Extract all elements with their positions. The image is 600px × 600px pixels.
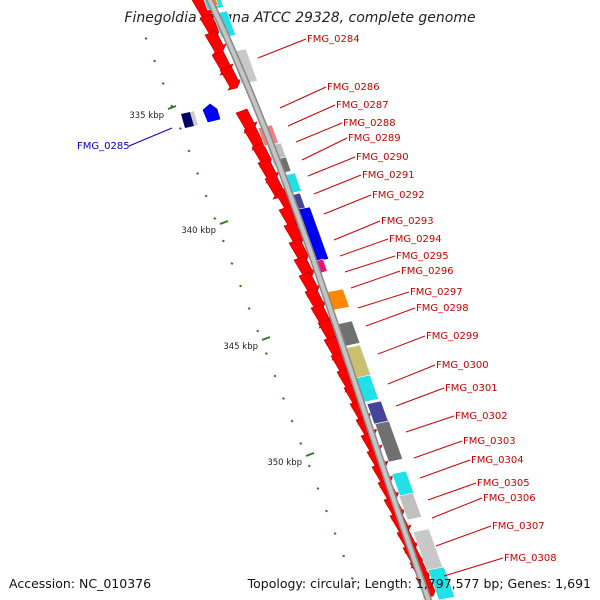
label-connector (301, 137, 348, 161)
ruler-label: 340 kbp (181, 226, 216, 236)
label-connector (350, 270, 401, 289)
gene-label: FMG_0298 (416, 303, 469, 314)
label-connector (257, 38, 307, 59)
reverse-gene-block (190, 111, 198, 126)
ruler-dots (144, 37, 354, 580)
ruler-dot (161, 82, 165, 85)
gene-label: FMG_0301 (445, 383, 498, 394)
label-connector (128, 127, 173, 147)
annotation-block (427, 566, 456, 600)
ruler-dot (299, 442, 303, 445)
gene-label: FMG_0305 (477, 478, 530, 489)
label-connector (413, 440, 463, 459)
label-connector (339, 238, 389, 257)
label-connector (377, 335, 426, 355)
ruler-dot (221, 239, 225, 243)
ruler-dot (256, 329, 260, 333)
ruler-label: 350 kbp (267, 458, 302, 468)
ruler-dot (178, 127, 182, 130)
ruler-label: 345 kbp (223, 342, 258, 352)
label-connector (323, 194, 372, 215)
label-connector (357, 291, 410, 309)
label-connector (427, 482, 477, 501)
gene-label: FMG_0297 (410, 287, 463, 298)
ruler-dot (333, 532, 337, 535)
label-connector (395, 387, 445, 407)
ruler-tick (305, 452, 315, 457)
gene-label: FMG_0302 (455, 411, 508, 422)
gene-label: FMG_0289 (348, 133, 401, 144)
annotation-block (374, 420, 404, 463)
ruler-dot (213, 217, 217, 220)
ruler-dot (196, 172, 200, 175)
label-connector (387, 364, 436, 385)
reverse-gene-track (181, 103, 221, 128)
ruler-tick (219, 220, 229, 225)
ruler-dot (153, 59, 157, 63)
gene-label: FMG_0286 (327, 82, 380, 93)
gene-label: FMG_0296 (401, 266, 454, 277)
label-connector (419, 459, 471, 479)
ruler-dot (290, 419, 294, 423)
accession-label: Accession: NC_010376 (9, 576, 152, 591)
gene-labels: FMG_0284 FMG_0285 FMG_0286 FMG_0287 FMG_0288… (77, 34, 557, 577)
gene-label: FMG_0304 (471, 455, 524, 466)
ruler-label: 335 kbp (129, 111, 164, 121)
gene-label: FMG_0306 (483, 493, 536, 504)
gene-label: FMG_0294 (389, 234, 442, 245)
annotation-block (398, 492, 423, 521)
gene-label: FMG_0290 (356, 152, 409, 163)
ruler-ticks: 335 kbp 340 kbp 345 kbp 350 kbp (129, 105, 315, 468)
genome-summary: Topology: circular; Length: 1,797,577 bp… (247, 576, 591, 591)
gene-label: FMG_0287 (336, 100, 389, 111)
ruler-dot (187, 149, 191, 153)
gene-label: FMG_0293 (381, 216, 434, 227)
ruler-dot (350, 577, 354, 580)
ruler-dot (144, 37, 148, 40)
label-connector (333, 220, 381, 241)
gene-label: FMG_0300 (436, 360, 489, 371)
label-connector (443, 557, 504, 577)
gene-label: FMG_0307 (492, 521, 545, 532)
label-connector (431, 497, 483, 519)
gene-label: FMG_0284 (307, 34, 360, 45)
forward-gene-arrow (219, 65, 242, 91)
label-connector (307, 156, 356, 177)
ruler-dot (204, 194, 208, 198)
reverse-gene-block (181, 112, 194, 128)
gene-label: FMG_0285 (77, 141, 130, 152)
ruler-tick (261, 336, 271, 341)
ruler-dot (282, 397, 285, 400)
gene-label: FMG_0299 (426, 331, 479, 342)
ruler-dot (342, 554, 346, 558)
ruler-dot (230, 262, 234, 265)
label-connector (295, 122, 343, 143)
gene-label: FMG_0295 (396, 251, 449, 262)
label-connector (344, 255, 396, 273)
label-connector (279, 86, 327, 109)
label-connector (287, 104, 336, 127)
label-connector (405, 415, 455, 433)
ruler-dot (247, 307, 251, 310)
backbone (207, 0, 431, 600)
gene-label: FMG_0308 (504, 553, 557, 564)
ruler-dot (316, 487, 320, 490)
ruler-dot (273, 374, 277, 378)
gene-label: FMG_0303 (463, 436, 516, 447)
gene-label: FMG_0292 (372, 190, 425, 201)
forward-gene-arrow (204, 30, 227, 56)
label-connector (313, 174, 362, 195)
label-connector (365, 307, 416, 327)
ruler-dot (239, 284, 242, 288)
annotation-block (391, 470, 416, 499)
ruler-tick (167, 105, 177, 110)
label-connector (435, 525, 492, 547)
gene-label: FMG_0288 (343, 118, 396, 129)
reverse-gene-arrow (202, 103, 221, 123)
gene-label: FMG_0291 (362, 170, 415, 181)
ruler-dot (307, 464, 311, 468)
ruler-dot (264, 352, 268, 355)
ruler-dot (325, 509, 328, 513)
